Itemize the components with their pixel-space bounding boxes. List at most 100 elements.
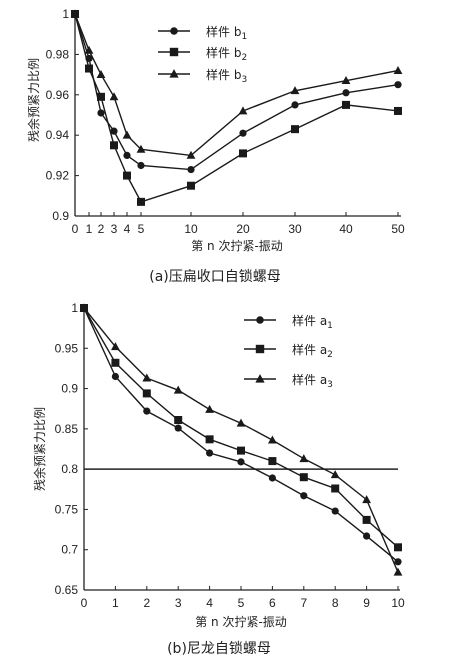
data-point: [394, 543, 402, 552]
legend-entry: 样件 b3: [158, 67, 247, 85]
series-2: [80, 304, 402, 552]
legend-marker: [255, 344, 265, 354]
data-point: [111, 372, 119, 381]
x-tick-label: 30: [288, 222, 302, 236]
y-tick-label: 1: [71, 301, 78, 315]
x-tick-label: 7: [300, 596, 307, 610]
x-tick-label: 5: [138, 222, 145, 236]
legend-marker: [256, 316, 264, 324]
data-point: [268, 457, 277, 466]
data-point: [393, 65, 403, 74]
legend-marker: [170, 27, 178, 35]
data-point: [84, 45, 94, 54]
x-tick-label: 2: [143, 596, 150, 610]
data-point: [239, 149, 247, 158]
data-point: [291, 101, 299, 109]
y-tick-label: 0.7: [61, 543, 78, 557]
data-point: [205, 404, 214, 413]
x-axis-label: 第 n 次拧紧-振动: [195, 615, 287, 629]
legend-label: 样件 b2: [206, 45, 247, 63]
y-tick-label: 0.96: [46, 88, 70, 102]
data-point: [341, 76, 351, 85]
y-tick-label: 0.94: [46, 128, 70, 142]
data-point: [394, 81, 402, 89]
y-tick-label: 0.85: [55, 422, 79, 436]
legend-entry: 样件 a3: [244, 372, 333, 390]
data-point: [123, 151, 131, 159]
data-point: [331, 484, 340, 493]
x-tick-label: 3: [175, 596, 182, 610]
data-point: [187, 181, 195, 190]
data-point: [393, 567, 403, 576]
y-tick-label: 0.9: [61, 382, 78, 396]
data-point: [136, 144, 146, 153]
y-axis-label: 残余预紧力比例: [32, 407, 47, 491]
legend-label: 样件 a2: [292, 342, 333, 360]
y-axis-label: 残余预紧力比例: [26, 58, 41, 142]
legend-marker: [169, 47, 179, 57]
data-point: [186, 150, 196, 159]
x-tick-label: 20: [236, 222, 250, 236]
data-point: [96, 70, 106, 78]
data-point: [79, 303, 89, 312]
data-point: [237, 446, 245, 455]
data-point: [123, 171, 131, 180]
data-point: [342, 89, 350, 97]
x-tick-label: 3: [111, 222, 118, 236]
data-point: [362, 495, 371, 504]
y-tick-label: 0.65: [55, 583, 79, 597]
series-line: [83, 307, 399, 548]
data-point: [331, 507, 339, 515]
data-point: [268, 474, 276, 482]
legend-label: 样件 a1: [292, 313, 333, 331]
data-point: [173, 385, 183, 394]
data-point: [206, 449, 214, 457]
data-point: [205, 435, 214, 444]
x-tick-label: 5: [238, 596, 245, 610]
data-point: [174, 415, 183, 424]
legend-entry: 样件 b2: [158, 45, 247, 63]
data-point: [174, 424, 182, 432]
x-axis-label: 第 n 次拧紧-振动: [191, 239, 283, 253]
data-point: [137, 161, 145, 170]
data-point: [110, 141, 118, 150]
y-tick-label: 0.95: [55, 341, 79, 355]
data-point: [291, 125, 299, 134]
data-point: [239, 129, 247, 137]
data-point: [237, 458, 245, 466]
chart-caption: (a)压扁收口自锁螺母: [149, 269, 281, 285]
data-point: [187, 165, 195, 174]
x-tick-label: 40: [339, 222, 353, 236]
data-point: [111, 358, 120, 367]
legend-entry: 样件 b1: [158, 24, 247, 42]
data-point: [70, 9, 80, 18]
series-3: [79, 303, 403, 576]
data-point: [290, 86, 300, 95]
x-tick-label: 0: [81, 596, 88, 610]
series-2: [71, 10, 402, 206]
data-point: [238, 106, 248, 115]
x-tick-label: 1: [86, 222, 93, 236]
data-point: [85, 64, 93, 73]
x-tick-label: 8: [332, 596, 339, 610]
x-tick-label: 4: [124, 222, 131, 236]
y-tick-label: 1: [62, 7, 69, 21]
legend-label: 样件 a3: [292, 372, 333, 390]
legend-label: 样件 b3: [206, 67, 247, 85]
series-line: [83, 307, 399, 563]
y-tick-label: 0.92: [46, 169, 70, 183]
legend-label: 样件 b1: [206, 24, 247, 42]
data-point: [299, 454, 309, 463]
x-tick-label: 4: [206, 596, 213, 610]
data-point: [362, 515, 371, 524]
data-point: [122, 130, 132, 139]
y-tick-label: 0.9: [52, 209, 69, 223]
x-tick-label: 2: [98, 222, 105, 236]
data-point: [300, 492, 308, 500]
data-point: [143, 407, 151, 415]
legend-entry: 样件 a2: [244, 342, 333, 360]
x-tick-label: 50: [391, 222, 405, 236]
data-point: [137, 197, 145, 206]
